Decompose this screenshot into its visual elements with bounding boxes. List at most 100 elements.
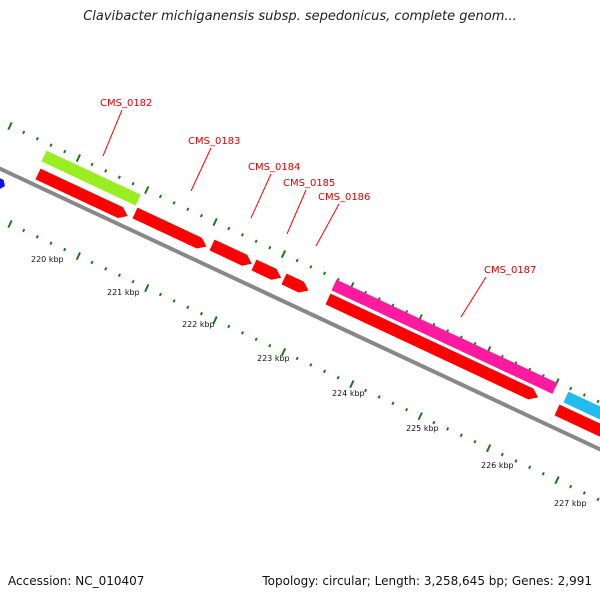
upper-tick	[309, 265, 313, 269]
lower-tick	[541, 471, 545, 476]
gene-label: CMS_0183	[188, 136, 240, 147]
lower-tick	[336, 375, 340, 380]
lower-tick	[473, 439, 477, 444]
upper-tick	[172, 201, 176, 205]
lower-tick	[172, 299, 176, 303]
leader-line	[315, 203, 340, 247]
lower-tick	[35, 235, 39, 239]
backbone-line	[0, 166, 600, 452]
lower-tick	[186, 305, 190, 310]
lower-tick	[49, 241, 53, 245]
lower-tick	[240, 331, 245, 335]
lower-tick	[363, 388, 368, 393]
upper-tick	[131, 181, 135, 186]
lower-tick	[199, 311, 203, 316]
lower-tick	[7, 219, 13, 229]
lower-tick	[227, 324, 231, 329]
leader-line	[102, 109, 123, 157]
upper-tick	[75, 153, 81, 163]
leader-line	[190, 147, 212, 192]
lower-tick	[446, 427, 450, 431]
gene-block-end	[554, 404, 600, 437]
accession-text: Accession: NC_010407	[8, 574, 145, 588]
lower-tick	[405, 407, 409, 412]
upper-tick	[35, 137, 39, 141]
lower-tick	[104, 267, 108, 271]
gene-block-cms-0187-pink	[331, 279, 558, 394]
lower-tick	[391, 401, 395, 406]
leader-line	[250, 173, 272, 219]
gene-block-partial	[0, 178, 5, 189]
feature-track	[0, 150, 600, 452]
lower-tick	[309, 363, 313, 367]
upper-tick	[90, 162, 94, 167]
scale-label: 223 kbp	[257, 354, 290, 363]
lower-tick	[22, 228, 26, 233]
gene-label: CMS_0186	[318, 192, 370, 203]
lower-tick	[514, 459, 518, 463]
scale-label: 221 kbp	[107, 288, 140, 297]
lower-tick	[569, 484, 573, 489]
lower-tick	[90, 260, 94, 265]
upper-tick	[186, 207, 190, 212]
scale-label: 227 kbp	[554, 499, 587, 508]
upper-tick	[240, 233, 245, 237]
label-leader-lines	[102, 109, 487, 318]
lower-tick-row	[7, 219, 600, 502]
lower-tick	[377, 395, 381, 399]
upper-tick	[212, 218, 218, 227]
scale-label: 220 kbp	[31, 255, 64, 264]
upper-tick	[582, 393, 586, 397]
gene-label: CMS_0182	[100, 98, 152, 109]
lower-tick	[554, 476, 560, 485]
gene-block-cms-0184	[209, 239, 252, 266]
upper-tick	[569, 386, 573, 391]
lower-tick	[459, 433, 463, 438]
scale-label: 222 kbp	[182, 320, 215, 329]
lower-tick	[75, 251, 81, 261]
upper-tick	[322, 271, 327, 276]
upper-tick	[268, 245, 272, 250]
upper-tick	[295, 258, 299, 263]
lower-tick	[596, 497, 600, 502]
lower-tick	[349, 380, 355, 389]
lower-tick	[322, 369, 327, 374]
gene-label: CMS_0184	[248, 162, 300, 173]
lower-tick	[131, 279, 135, 284]
gene-block-cms-0185	[251, 259, 282, 280]
lower-tick	[212, 316, 218, 325]
upper-tick-row	[7, 121, 600, 404]
gene-block-cyan	[563, 391, 600, 420]
upper-tick	[596, 399, 600, 404]
gene-block-cms-0183	[132, 207, 207, 249]
gene-label: CMS_0185	[283, 178, 335, 189]
upper-tick	[104, 169, 108, 173]
gene-labels: CMS_0182 CMS_0183 CMS_0184 CMS_0185 CMS_0186…	[100, 98, 536, 276]
upper-tick	[227, 226, 231, 231]
map-title: Clavibacter michiganensis subsp. sepedon…	[83, 9, 517, 24]
lower-tick	[486, 444, 492, 453]
leader-line	[460, 276, 487, 318]
upper-tick	[280, 250, 287, 259]
lower-tick	[144, 283, 150, 293]
upper-tick	[49, 143, 53, 147]
scale-labels: 220 kbp 221 kbp 222 kbp 223 kbp 224 kbp 225 k…	[31, 255, 587, 508]
upper-tick	[63, 149, 67, 154]
upper-tick	[7, 121, 13, 131]
lower-tick	[432, 420, 436, 425]
gene-block-cms-0182	[35, 168, 128, 218]
lower-tick	[268, 343, 272, 348]
gene-block-cms-0186	[281, 273, 309, 293]
lower-tick	[254, 337, 258, 342]
upper-tick	[22, 130, 26, 135]
lower-tick	[528, 465, 532, 470]
genome-summary-text: Topology: circular; Length: 3,258,645 bp…	[262, 574, 592, 588]
upper-tick	[144, 185, 150, 195]
lower-tick	[63, 247, 67, 252]
lower-tick	[417, 412, 423, 421]
lower-tick	[280, 348, 287, 357]
lower-tick	[158, 292, 162, 297]
lower-tick	[500, 452, 504, 457]
upper-tick	[117, 175, 121, 180]
